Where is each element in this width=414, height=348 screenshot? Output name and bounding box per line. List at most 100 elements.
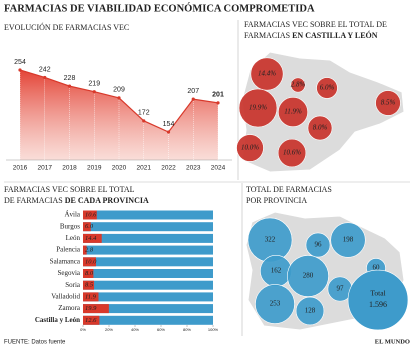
bubble [316,77,338,99]
title-part: FARMACIAS [244,31,290,40]
bubble [277,138,307,168]
bar-track [83,304,213,314]
bubble [375,90,401,116]
value-label: 14.4 [85,235,97,242]
x-tick-label: 2016 [13,165,28,172]
bar [83,222,91,232]
value-label: 19.9 [85,305,97,312]
bar [83,292,99,302]
bubble [250,57,284,91]
panel-title: TOTAL DE FARMACIAS [246,185,332,194]
bar [83,233,102,243]
x-tick-label: 2018 [62,165,77,172]
x-tick-label: 20% [105,327,113,332]
bubble-label: 162 [271,267,282,275]
value-label: 207 [187,88,199,95]
category-label: Salamanca [50,257,81,265]
category-label: León [66,234,81,242]
category-label: Burgos [60,222,80,230]
title-emphasis: DE CADA PROVINCIA [65,196,149,205]
value-label: 8.5 [85,282,94,289]
value-label: 10.6 [85,211,97,218]
bubble [236,134,264,162]
bar [83,280,95,290]
bar-track [83,315,213,325]
value-label: 8.0 [85,270,94,277]
total-value: 1.596 [369,300,387,309]
value-label: 154 [163,121,175,128]
x-tick-label: 80% [183,327,191,332]
value-label: 228 [64,75,76,82]
point [18,68,22,72]
title-emphasis: EN CASTILLA Y LEÓN [292,30,378,40]
bar-track [83,257,213,267]
total-label: Total [370,289,385,298]
bubble-label: 11.9% [284,108,302,116]
bubble-label: 8.5% [381,99,396,107]
value-label: 172 [138,110,150,117]
point [166,130,171,134]
page-title: FARMACIAS DE VIABILIDAD ECONÓMICA COMPRO… [4,2,315,14]
bubble [290,77,306,93]
bar-track [83,269,213,278]
bubble [255,284,295,324]
category-label: Segovia [57,269,80,277]
bubble-label: 2.8% [291,81,306,89]
value-label: 219 [88,81,100,88]
bubble-label: 280 [303,272,314,280]
x-tick-label: 2024 [211,165,226,172]
category-label: Valladolid [51,293,80,301]
bubble-label: 19.9% [249,104,267,112]
bubble-label: 253 [270,300,281,308]
bar [83,315,100,325]
value-label: 11.9 [85,293,97,300]
panel-title: POR PROVINCIA [246,196,307,205]
credit: EL MUNDO [375,338,410,345]
bubble-label: 198 [343,236,354,244]
bubble [238,88,278,128]
value-label: 242 [39,66,51,73]
bubble [307,115,333,141]
value-label: 10.0 [85,258,97,265]
category-label: Palencia [56,246,81,254]
bar-track [83,233,213,243]
bubble-label: 322 [265,236,276,244]
value-label: 12.6 [85,317,97,324]
bubble [305,232,331,258]
bubble-label: 6.0% [320,84,335,92]
bar [83,210,97,220]
bubble-label: 60 [373,264,381,272]
point [117,96,121,100]
bubble-label: 14.4% [258,70,276,78]
bar [83,304,109,314]
point [43,75,47,80]
point [216,101,220,105]
value-label: 6.0 [85,223,94,230]
category-label: Castilla y León [35,316,80,324]
category-label: Zamora [58,304,81,312]
value-label: 201 [212,92,224,99]
bar [83,245,87,255]
bubble-label: 97 [337,285,345,293]
value-label: 254 [14,59,26,66]
bar-track [83,245,213,255]
value-label: 2.8 [85,247,94,254]
total-bubble [347,269,409,331]
bubble-label: 128 [305,307,316,315]
bubble-label: 96 [315,241,323,249]
source: FUENTE: Datos fuente [4,340,66,346]
value-label: 209 [113,87,125,94]
x-tick-label: 2021 [137,165,152,172]
panel-title: FARMACIAS VEC SOBRE EL TOTAL [4,185,135,194]
point [142,119,146,123]
category-label: Soria [65,281,81,289]
bar-track [83,280,213,290]
x-tick-label: 100% [208,327,219,332]
point [92,90,96,94]
x-tick-label: 2023 [186,165,201,172]
title-part: DE FARMACIAS [4,196,63,205]
panel-title: EVOLUCIÓN DE FARMACIAS VEC [4,22,129,32]
panel-title: DE FARMACIAS DE CADA PROVINCIA [4,196,149,205]
bar-track [83,222,213,232]
